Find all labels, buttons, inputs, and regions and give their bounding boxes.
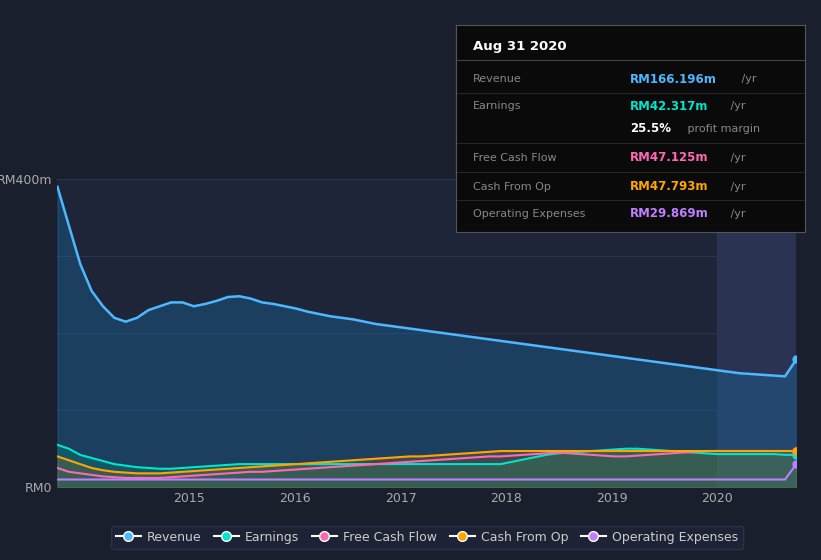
Text: RM42.317m: RM42.317m [631,100,709,113]
Text: /yr: /yr [738,74,757,84]
Text: /yr: /yr [727,101,746,111]
Text: /yr: /yr [727,153,746,163]
Text: Revenue: Revenue [473,74,522,84]
Text: 25.5%: 25.5% [631,122,671,136]
Text: /yr: /yr [727,209,746,219]
Text: /yr: /yr [727,182,746,192]
Text: profit margin: profit margin [684,124,760,134]
Text: Free Cash Flow: Free Cash Flow [473,153,557,163]
Text: Earnings: Earnings [473,101,521,111]
Text: Operating Expenses: Operating Expenses [473,209,585,219]
Text: Cash From Op: Cash From Op [473,182,551,192]
Text: RM29.869m: RM29.869m [631,207,709,220]
Text: RM166.196m: RM166.196m [631,73,717,86]
Bar [718,179,796,487]
Text: Aug 31 2020: Aug 31 2020 [473,40,566,53]
Text: RM47.125m: RM47.125m [631,151,709,164]
Text: RM47.793m: RM47.793m [631,180,709,193]
Legend: Revenue, Earnings, Free Cash Flow, Cash From Op, Operating Expenses: Revenue, Earnings, Free Cash Flow, Cash … [111,526,743,549]
